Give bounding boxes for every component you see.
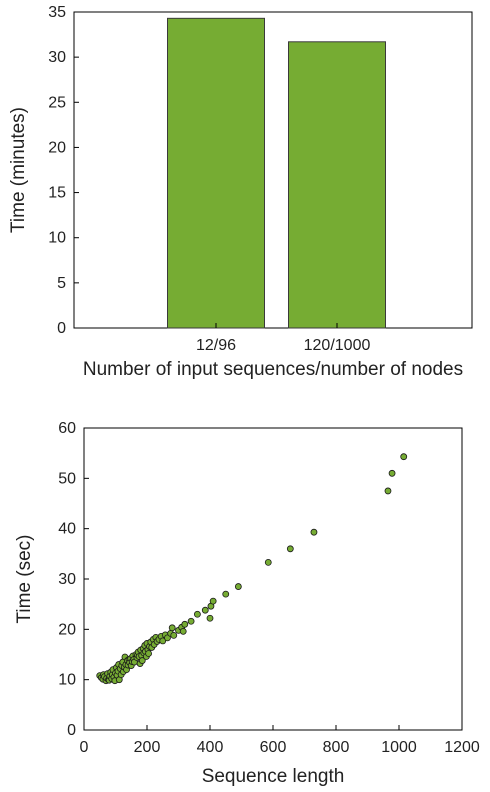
bar-y-tick-label-5: 25 <box>48 94 66 111</box>
scatter-point-72 <box>168 624 176 632</box>
bar-y-tick-label-2: 10 <box>48 230 66 247</box>
scatter-point-58 <box>145 650 152 657</box>
scatter-point-76 <box>179 627 187 635</box>
scatter-y-tick-label-2: 20 <box>58 621 76 638</box>
scatter-x-axis-title: Sequence length <box>202 766 345 787</box>
bar-y-axis: 0 5 10 15 20 25 30 35 <box>48 4 79 337</box>
scatter-x-tick-label-5: 1000 <box>381 739 417 756</box>
scatter-point-84 <box>222 590 230 598</box>
bar-chart: 0 5 10 15 20 25 30 35 12/96 120/1000 Number of i… <box>8 4 473 380</box>
scatter-chart: 0 10 20 30 40 50 60 0 200 400 600 800 1000 1200 Sequ… <box>14 420 480 787</box>
scatter-point-77 <box>181 620 189 628</box>
scatter-point-78 <box>187 617 195 625</box>
scatter-y-axis-title: Time (sec) <box>14 534 35 623</box>
scatter-x-tick-label-2: 400 <box>197 739 224 756</box>
scatter-point-90 <box>388 469 396 477</box>
bar-y-tick-label-1: 5 <box>57 275 66 292</box>
bar-x-tick-label-0: 12/96 <box>196 337 236 354</box>
bar-y-tick-label-0: 0 <box>57 320 66 337</box>
scatter-y-tick-label-1: 10 <box>58 672 76 689</box>
bar-series <box>167 17 386 329</box>
scatter-point-89 <box>384 487 392 495</box>
scatter-x-tick-label-1: 200 <box>134 739 161 756</box>
scatter-point-70 <box>164 634 171 642</box>
bar-1 <box>288 41 386 329</box>
scatter-x-tick-label-4: 800 <box>323 739 350 756</box>
scatter-series <box>96 453 408 685</box>
bar-y-axis-title: Time (minutes) <box>8 107 29 233</box>
bar-0 <box>167 17 265 329</box>
scatter-x-axis: 0 200 400 600 800 1000 1200 <box>80 725 480 756</box>
bar-x-axis-title: Number of input sequences/number of node… <box>83 359 463 380</box>
scatter-point-91 <box>400 453 408 461</box>
scatter-y-tick-label-6: 60 <box>58 420 76 437</box>
bar-chart-plot-area <box>73 11 473 329</box>
bar-x-tick-label-1: 120/1000 <box>304 337 371 354</box>
scatter-x-tick-label-3: 600 <box>260 739 287 756</box>
bar-y-tick-label-3: 15 <box>48 185 66 202</box>
scatter-point-86 <box>264 558 272 566</box>
scatter-x-tick-label-0: 0 <box>80 739 89 756</box>
scatter-point-81 <box>206 614 214 622</box>
scatter-point-80 <box>201 606 209 614</box>
scatter-point-88 <box>310 528 318 536</box>
bar-y-tick-label-4: 20 <box>48 139 66 156</box>
bar-y-tick-label-6: 30 <box>48 49 66 66</box>
scatter-point-73 <box>170 631 178 639</box>
scatter-point-87 <box>286 545 294 553</box>
scatter-point-85 <box>234 583 242 590</box>
scatter-x-tick-label-6: 1200 <box>444 739 480 756</box>
scatter-plot-area <box>83 427 463 731</box>
bar-x-axis: 12/96 120/1000 <box>196 323 370 354</box>
scatter-point-68 <box>159 637 167 645</box>
scatter-y-tick-label-4: 40 <box>58 521 76 538</box>
scatter-y-tick-label-5: 50 <box>58 470 76 487</box>
scatter-y-axis: 0 10 20 30 40 50 60 <box>58 420 89 739</box>
scatter-point-83 <box>209 597 217 605</box>
scatter-point-79 <box>193 610 201 618</box>
scatter-y-tick-label-0: 0 <box>67 722 76 739</box>
scatter-point-50 <box>138 657 146 664</box>
scatter-y-tick-label-3: 30 <box>58 571 76 588</box>
bar-y-tick-label-7: 35 <box>48 4 66 21</box>
